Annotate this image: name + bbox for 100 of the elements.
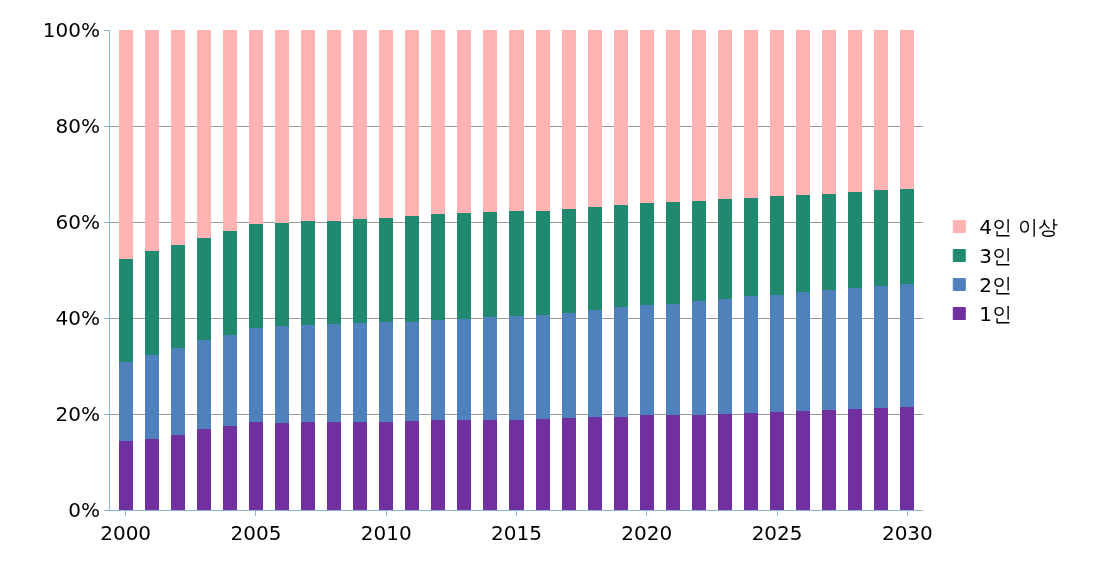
bar [170, 433, 185, 510]
bar [196, 30, 211, 238]
bar [900, 30, 915, 189]
bar [665, 413, 680, 510]
bar [535, 30, 550, 211]
bar [535, 313, 550, 419]
bar [770, 293, 785, 412]
bar [613, 30, 628, 206]
bar [613, 415, 628, 510]
bar [431, 30, 446, 215]
bar [170, 30, 185, 246]
bar [274, 421, 289, 510]
bar [248, 327, 263, 422]
bar [535, 209, 550, 315]
bar [274, 221, 289, 326]
bar [353, 30, 368, 220]
bar [561, 417, 576, 510]
y-tick-label: 20% [55, 402, 100, 426]
bar [274, 30, 289, 223]
x-tick-label: 2015 [491, 521, 542, 545]
bar [691, 300, 706, 415]
y-tick-label: 40% [55, 306, 100, 330]
bar [405, 420, 420, 510]
bar [874, 30, 889, 191]
bar [717, 413, 732, 510]
bar [405, 320, 420, 422]
bar [118, 439, 133, 510]
bar [248, 222, 263, 329]
legend-label: 3인 [979, 244, 1012, 269]
bar [665, 200, 680, 304]
bar [587, 308, 602, 418]
bar [509, 418, 524, 510]
bar [691, 413, 706, 510]
bar [848, 286, 863, 410]
bar [196, 236, 211, 341]
bar [431, 319, 446, 421]
bar [144, 437, 159, 510]
bar [691, 199, 706, 302]
x-tick-label: 2020 [621, 521, 673, 545]
y-tick-label: 80% [55, 114, 100, 138]
bar [874, 189, 889, 286]
bar [301, 421, 316, 510]
bar [301, 324, 316, 423]
legend-label: 2인 [979, 273, 1012, 298]
bar [222, 229, 237, 336]
bar [744, 30, 759, 198]
bar [848, 191, 863, 288]
bar [327, 421, 342, 510]
x-tick-label: 2000 [100, 521, 152, 545]
bar [822, 288, 837, 410]
bar [744, 196, 759, 297]
bar [822, 30, 837, 194]
bar [379, 30, 394, 218]
bar [900, 405, 915, 510]
x-tick-label: 2010 [360, 521, 412, 545]
bar [379, 321, 394, 423]
y-tick-label: 0% [68, 498, 100, 522]
bar [587, 416, 602, 510]
bar [848, 30, 863, 193]
bar [483, 419, 498, 510]
bar [744, 295, 759, 413]
bar [639, 414, 654, 510]
y-tick-label: 100% [42, 18, 100, 42]
bar [222, 30, 237, 231]
bar [613, 306, 628, 417]
bar [144, 250, 159, 355]
bar [483, 211, 498, 318]
x-tick-label: 2005 [230, 521, 282, 545]
bar [900, 282, 915, 407]
bar [587, 30, 602, 208]
bar [900, 187, 915, 284]
bar [744, 411, 759, 510]
bar [613, 204, 628, 308]
bar [353, 420, 368, 510]
bar [874, 406, 889, 510]
bar [509, 210, 524, 317]
bar [796, 409, 811, 510]
bar [379, 216, 394, 323]
bar [509, 30, 524, 212]
bar [431, 419, 446, 510]
bar [353, 218, 368, 324]
bar [770, 30, 785, 197]
bar [405, 215, 420, 322]
x-tick-label: 2030 [881, 521, 933, 545]
bar [196, 339, 211, 429]
bar [457, 317, 472, 421]
bar [327, 219, 342, 325]
bar [639, 202, 654, 306]
bar [822, 192, 837, 290]
bar [144, 353, 159, 439]
bar [274, 324, 289, 423]
bar [770, 410, 785, 510]
bar [717, 298, 732, 415]
bar [327, 30, 342, 221]
bar [301, 220, 316, 326]
bar [691, 30, 706, 201]
bar [248, 30, 263, 224]
bar [248, 420, 263, 510]
bar [717, 30, 732, 200]
bar [170, 347, 185, 435]
